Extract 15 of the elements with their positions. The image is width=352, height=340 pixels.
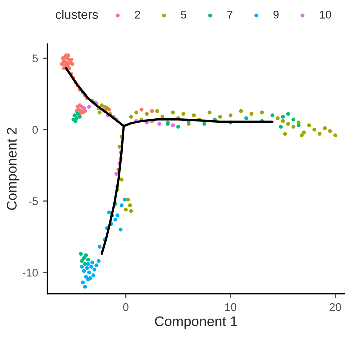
legend-label: 5 [181,11,187,19]
y-tick-label: -10 [22,268,38,277]
legend-title: clusters [56,10,98,20]
legend-label: 7 [228,11,233,19]
y-axis-title: Component 2 [7,128,20,210]
y-tick-label: 5 [32,54,38,63]
x-tick-label: 20 [330,303,342,312]
legend-label: 9 [274,10,279,19]
x-tick-label: 0 [123,303,129,312]
x-axis-title: Component 1 [155,316,238,330]
y-tick-label: 0 [32,126,38,134]
y-tick-label: -5 [29,198,38,206]
legend-label: 10 [320,10,332,19]
legend-label: 2 [135,10,140,19]
x-tick-label: 10 [225,303,237,312]
